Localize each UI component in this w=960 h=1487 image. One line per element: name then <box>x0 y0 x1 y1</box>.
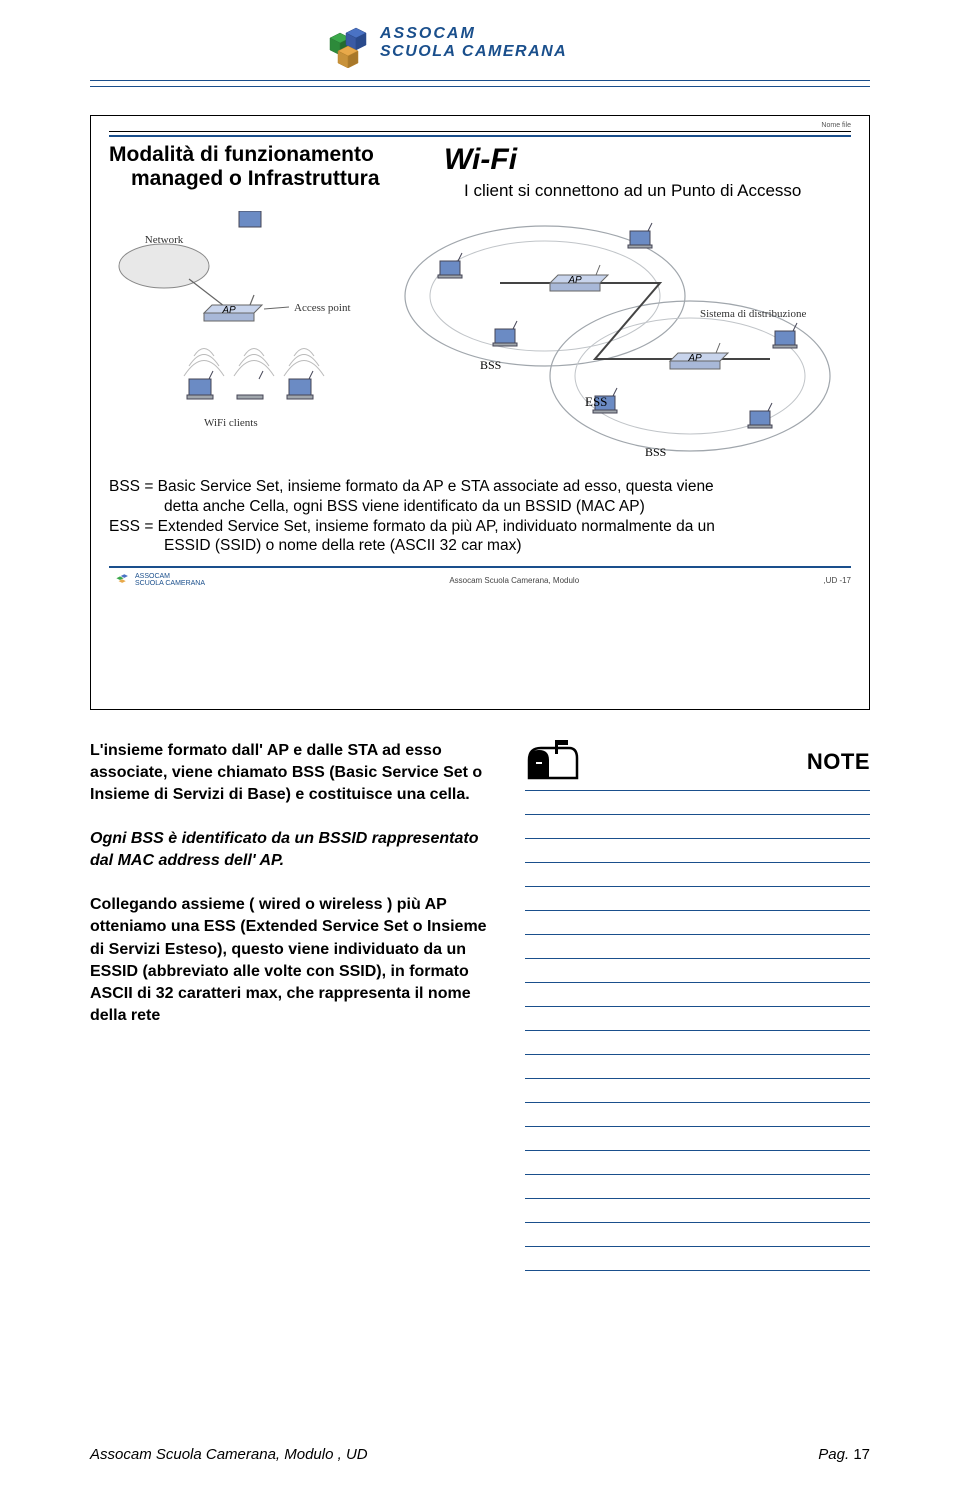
note-line <box>525 790 870 791</box>
notes-header: NOTE <box>525 740 870 784</box>
notes-label: NOTE <box>807 749 870 775</box>
note-line <box>525 862 870 863</box>
note-line <box>525 982 870 983</box>
label-access-point: Access point <box>294 302 351 314</box>
label-ess: ESS <box>585 394 607 409</box>
logo-text: ASSOCAM SCUOLA CAMERANA <box>380 25 567 61</box>
diagrams-row: Network AP Access point <box>109 211 851 471</box>
note-line <box>525 1054 870 1055</box>
footer-left: Assocam Scuola Camerana, Modulo , UD <box>90 1446 368 1463</box>
note-line <box>525 1270 870 1271</box>
definitions: BSS = Basic Service Set, insieme formato… <box>109 477 851 556</box>
heading-line1: Modalità di funzionamento <box>109 143 464 167</box>
logo-line1: ASSOCAM <box>380 25 567 43</box>
mailbox-icon <box>525 740 581 784</box>
notes-text: L'insieme formato dall' AP e dalle STA a… <box>90 740 490 1027</box>
wifi-title: Wi-Fi <box>444 143 851 177</box>
note-line <box>525 1198 870 1199</box>
heading-line2: managed o Infrastruttura <box>131 167 464 191</box>
notes-container: L'insieme formato dall' AP e dalle STA a… <box>90 740 870 1049</box>
def-bss-1: BSS = Basic Service Set, insieme formato… <box>109 477 851 497</box>
header-rule-2 <box>90 86 870 87</box>
note-line <box>525 838 870 839</box>
diagram-ess: Sistema di distribuzione AP AP <box>369 211 851 471</box>
note-line <box>525 958 870 959</box>
notes-lines-column: NOTE <box>525 740 870 1294</box>
footer-right: Pag. 17 <box>818 1446 870 1463</box>
client-icon <box>187 371 213 399</box>
def-ess-1: ESS = Extended Service Set, insieme form… <box>109 517 851 537</box>
note-line <box>525 1006 870 1007</box>
note-line <box>525 1078 870 1079</box>
label-ap: AP <box>221 305 236 316</box>
notes-p3: Collegando assieme ( wired o wireless ) … <box>90 894 490 1026</box>
def-ess-2: ESSID (SSID) o nome della rete (ASCII 32… <box>109 536 851 556</box>
label-bss-top: BSS <box>480 358 501 372</box>
note-line <box>525 934 870 935</box>
cubes-icon <box>310 18 370 68</box>
label-system: Sistema di distribuzione <box>700 308 806 320</box>
slide-heading: Modalità di funzionamento managed o Infr… <box>109 143 464 191</box>
svg-text:AP: AP <box>567 275 582 286</box>
logo-line2: SCUOLA CAMERANA <box>380 43 567 61</box>
page-footer: Assocam Scuola Camerana, Modulo , UD Pag… <box>90 1446 870 1463</box>
note-line <box>525 910 870 911</box>
note-line <box>525 1030 870 1031</box>
label-wifi-clients: WiFi clients <box>204 417 258 429</box>
note-line <box>525 1174 870 1175</box>
note-line <box>525 1102 870 1103</box>
slide-rule-thin <box>109 131 851 132</box>
label-network: Network <box>145 234 184 246</box>
def-bss-2: detta anche Cella, ogni BSS viene identi… <box>109 497 851 517</box>
note-line <box>525 1126 870 1127</box>
slide-footer: ASSOCAM SCUOLA CAMERANA Assocam Scuola C… <box>109 571 851 589</box>
slide-footer-rule <box>109 566 851 568</box>
slide-footer-center: Assocam Scuola Camerana, Modulo <box>449 576 579 585</box>
slide-title-right: Wi-Fi I client si connettono ad un Punto… <box>464 143 851 201</box>
diagram-bss: Network AP Access point <box>109 211 369 471</box>
slide-footer-right: ,UD -17 <box>823 576 851 585</box>
header-rule-1 <box>90 80 870 81</box>
note-line <box>525 886 870 887</box>
note-line <box>525 814 870 815</box>
header-logo: ASSOCAM SCUOLA CAMERANA <box>310 10 650 75</box>
slide-subtitle: I client si connettono ad un Punto di Ac… <box>464 181 851 201</box>
slide-footer-logo: ASSOCAM SCUOLA CAMERANA <box>109 571 205 589</box>
note-line <box>525 1150 870 1151</box>
slide-title-row: Modalità di funzionamento managed o Infr… <box>109 143 851 201</box>
client-icon <box>287 371 313 399</box>
notes-p2: Ogni BSS è identificato da un BSSID rapp… <box>90 828 490 872</box>
slide-rule-thick <box>109 135 851 137</box>
nomefile-label: Nome file <box>109 122 851 129</box>
svg-text:AP: AP <box>687 353 702 364</box>
slide-frame: Nome file Modalità di funzionamento mana… <box>90 115 870 710</box>
note-line <box>525 1246 870 1247</box>
label-bss-bottom: BSS <box>645 445 666 459</box>
notes-p1: L'insieme formato dall' AP e dalle STA a… <box>90 740 490 806</box>
note-line <box>525 1222 870 1223</box>
note-lines <box>525 790 870 1271</box>
